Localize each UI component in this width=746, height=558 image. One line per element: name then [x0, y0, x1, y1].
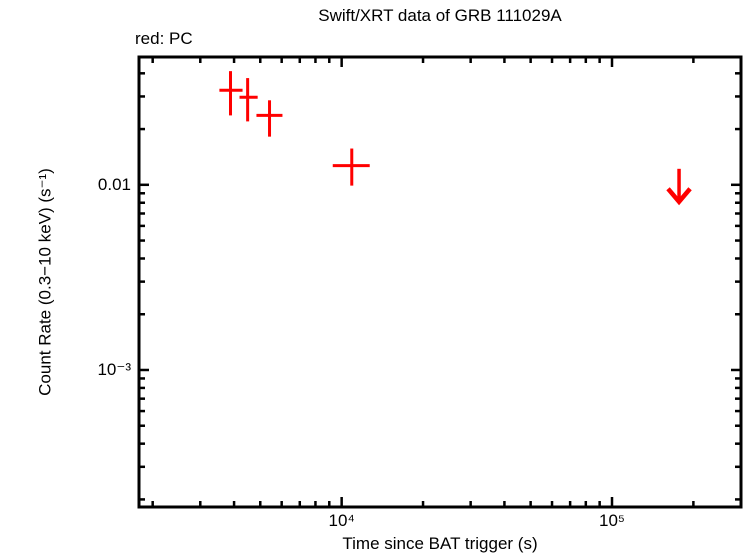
error-bar-point: [239, 78, 258, 122]
series-pc: [219, 71, 692, 206]
error-bar-point: [256, 100, 283, 137]
x-axis-label: Time since BAT trigger (s): [342, 534, 538, 553]
x-tick-label: 10⁴: [328, 511, 355, 530]
y-tick-label: 10⁻³: [97, 359, 131, 379]
chart-title: Swift/XRT data of GRB 111029A: [318, 6, 562, 25]
plot-frame: [137, 55, 743, 509]
x-tick-label: 10⁵: [599, 511, 625, 530]
error-bar-point: [219, 71, 243, 116]
error-bar-point: [332, 148, 370, 186]
axis-ticks: [140, 58, 743, 506]
y-tick-label: 0.01: [97, 174, 131, 194]
arrow-head: [666, 187, 692, 206]
upper-limit-arrow: [666, 168, 692, 206]
mode-annotation: red: PC: [135, 29, 193, 48]
